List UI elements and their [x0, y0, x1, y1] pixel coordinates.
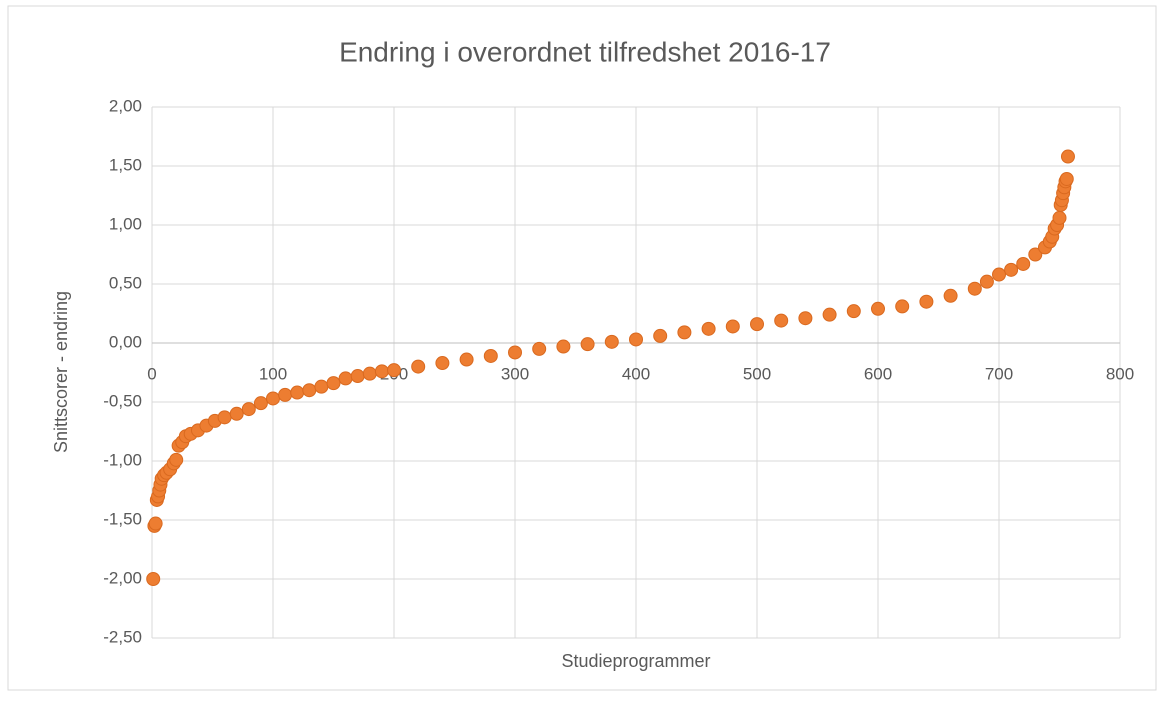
point: [169, 452, 184, 467]
y-tick-label: -1,50: [103, 509, 142, 528]
point: [483, 348, 498, 363]
point: [653, 328, 668, 343]
x-tick-label: 500: [743, 364, 771, 383]
y-tick-label: 1,50: [109, 155, 142, 174]
point: [822, 307, 837, 322]
point: [374, 364, 389, 379]
point: [387, 363, 401, 378]
point: [677, 325, 692, 340]
point: [992, 267, 1006, 282]
x-tick-label: 800: [1106, 364, 1134, 383]
point: [302, 383, 317, 398]
point: [1016, 256, 1031, 271]
x-tick-label: 0: [147, 364, 156, 383]
y-tick-label: -1,00: [103, 450, 142, 469]
point: [362, 366, 377, 381]
point: [532, 341, 547, 356]
x-tick-label: 100: [259, 364, 287, 383]
y-tick-label: -2,50: [103, 627, 142, 646]
y-tick-label: 1,00: [109, 214, 142, 233]
point: [919, 294, 934, 309]
point: [314, 379, 329, 394]
point: [146, 572, 161, 586]
point: [1052, 210, 1067, 225]
point: [701, 321, 716, 336]
point: [229, 406, 244, 421]
x-tick-label: 400: [622, 364, 650, 383]
point: [556, 339, 571, 354]
point: [241, 402, 256, 417]
x-tick-label: 600: [864, 364, 892, 383]
chart-title: Endring i overordnet tilfredshet 2016-17: [339, 36, 831, 67]
point: [459, 352, 474, 367]
point: [508, 345, 522, 360]
point: [266, 391, 280, 406]
y-tick-label: 0,50: [109, 273, 142, 292]
point: [895, 299, 910, 314]
point: [1060, 149, 1075, 164]
point: [338, 371, 353, 386]
point: [411, 359, 426, 374]
point: [580, 337, 595, 352]
point: [217, 410, 232, 425]
point: [253, 396, 268, 411]
x-axis-label: Studieprogrammer: [561, 651, 710, 671]
point: [1059, 171, 1074, 186]
point: [278, 387, 293, 402]
point: [1028, 247, 1043, 262]
point: [350, 369, 365, 384]
point: [1004, 262, 1019, 277]
point: [629, 332, 643, 347]
point: [846, 304, 861, 319]
y-axis-label: Snittscorer - endring: [51, 291, 71, 453]
point: [967, 281, 982, 296]
x-tick-label: 300: [501, 364, 529, 383]
point: [774, 313, 789, 328]
point: [435, 356, 450, 371]
y-tick-label: 0,00: [109, 332, 142, 351]
point: [750, 317, 764, 332]
point: [326, 376, 341, 391]
point: [604, 334, 619, 349]
chart-border: [7, 5, 1157, 691]
y-tick-label: -0,50: [103, 391, 142, 410]
y-tick-label: -2,00: [103, 568, 142, 587]
point: [943, 288, 958, 303]
point: [979, 274, 994, 289]
y-tick-label: 2,00: [109, 96, 142, 115]
x-tick-label: 700: [985, 364, 1013, 383]
point: [725, 319, 740, 334]
point: [148, 516, 163, 531]
point: [798, 311, 813, 326]
point: [290, 385, 305, 400]
point: [871, 301, 885, 316]
